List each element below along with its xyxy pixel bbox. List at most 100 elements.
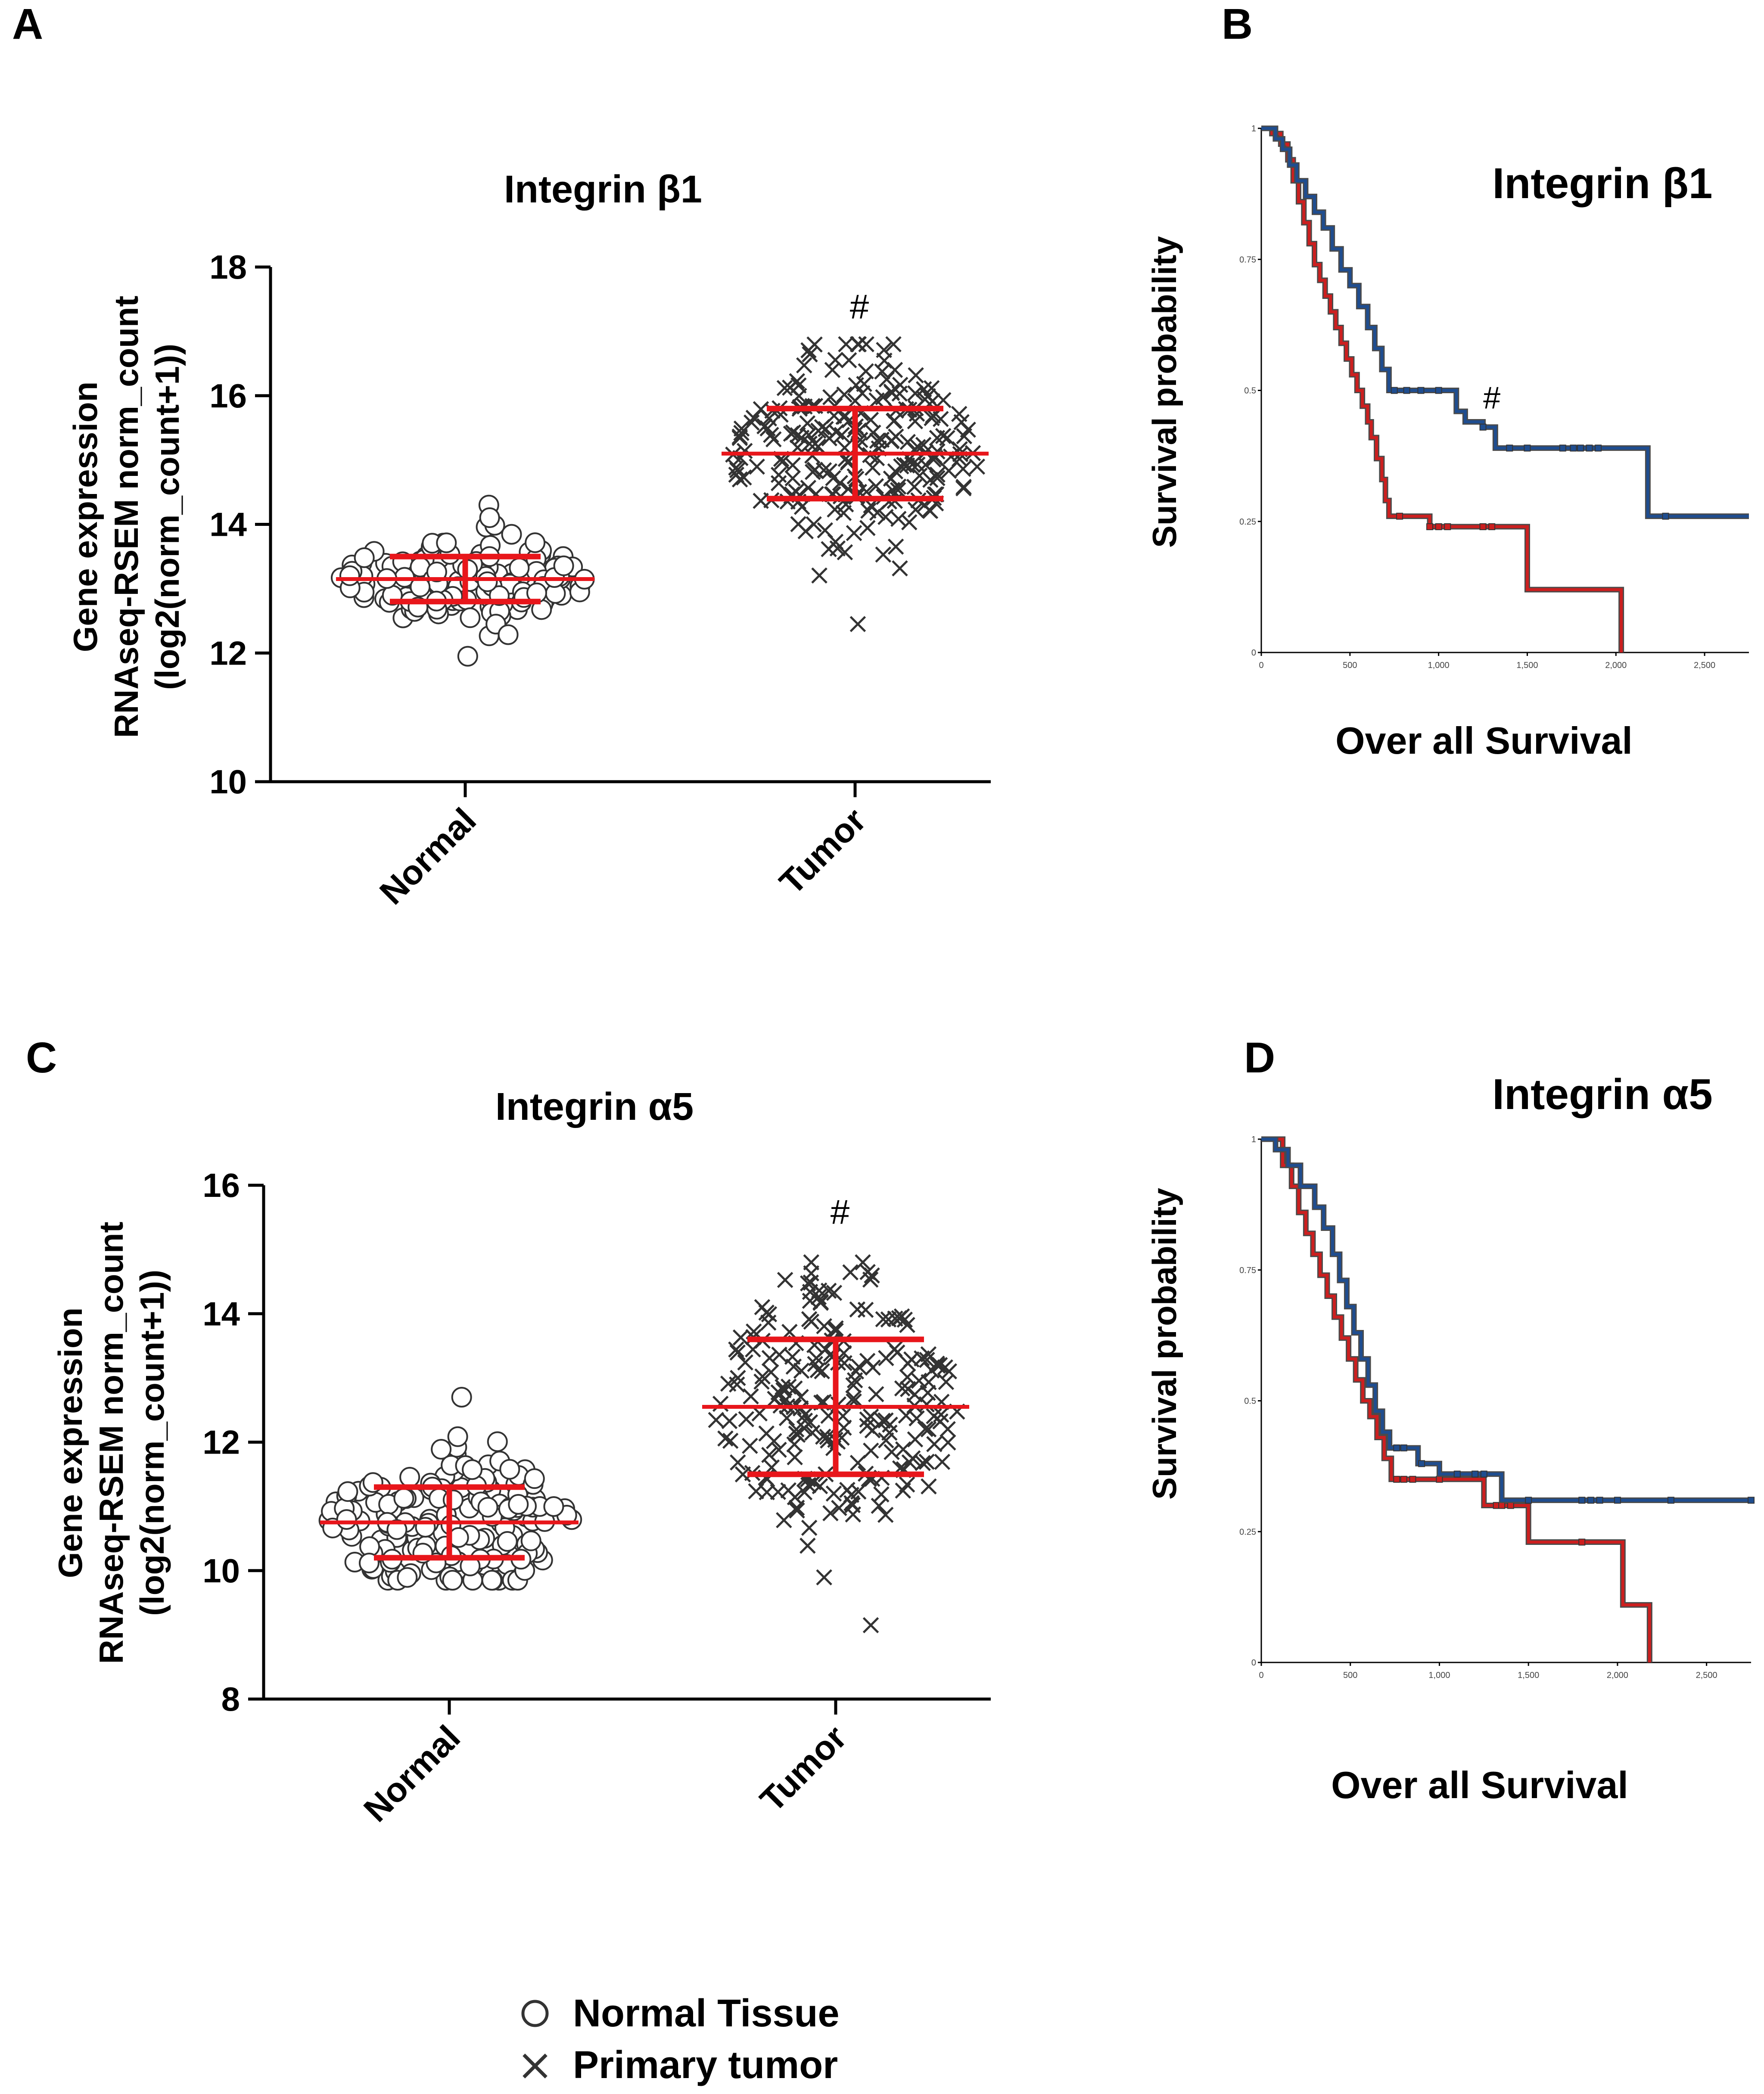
censor-mark-high <box>1577 444 1584 452</box>
data-point-tumor <box>712 1395 729 1412</box>
y-tick-label: 1 <box>1251 1135 1256 1144</box>
panel-label-a: A <box>12 0 43 48</box>
data-point-tumor <box>901 514 918 531</box>
censor-mark-low <box>1578 1538 1586 1546</box>
data-point-tumor <box>908 1410 925 1426</box>
data-point-tumor <box>940 1434 956 1451</box>
y-tick-label: 1 <box>1251 124 1256 134</box>
chart-title: Integrin α5 <box>495 1085 694 1128</box>
data-point-tumor <box>899 1317 915 1333</box>
data-point-tumor <box>851 1358 867 1375</box>
x-tick-label: 500 <box>1343 661 1357 670</box>
data-point-tumor <box>728 459 744 476</box>
data-point-tumor <box>846 525 862 541</box>
y-axis-label: Survival probability <box>1145 1188 1183 1500</box>
data-point-tumor <box>820 1283 837 1299</box>
data-point-tumor <box>731 430 748 446</box>
data-point-tumor <box>850 336 867 353</box>
data-point-tumor <box>951 406 968 422</box>
data-point-tumor <box>811 567 828 584</box>
data-point-tumor <box>835 505 852 521</box>
y-tick-label: 10 <box>202 1552 240 1590</box>
data-point-normal <box>336 1509 357 1530</box>
data-point-tumor <box>845 1390 862 1406</box>
data-point-normal <box>337 1481 358 1502</box>
data-point-normal <box>543 1496 564 1517</box>
data-point-tumor <box>743 1388 759 1404</box>
data-point-tumor <box>759 420 776 437</box>
data-point-tumor <box>749 458 765 475</box>
y-tick-label: 8 <box>221 1680 240 1718</box>
data-point-tumor <box>917 391 933 408</box>
data-point-normal <box>498 624 519 645</box>
data-point-normal <box>477 1497 498 1518</box>
data-point-tumor <box>828 1323 844 1339</box>
data-point-tumor <box>721 1413 738 1429</box>
data-point-tumor <box>934 1454 951 1470</box>
data-point-tumor <box>919 1351 935 1368</box>
data-point-tumor <box>860 502 877 519</box>
data-point-tumor <box>895 1441 912 1457</box>
data-point-tumor <box>771 1442 787 1458</box>
legend-tumor-label: Primary tumor <box>573 2044 838 2087</box>
censor-mark-high <box>1570 444 1577 452</box>
data-point-tumor <box>746 1323 762 1340</box>
data-point-tumor <box>742 1438 758 1454</box>
data-point-tumor <box>883 383 900 400</box>
censor-mark-low <box>1426 523 1434 530</box>
data-point-normal <box>442 1489 464 1510</box>
censor-mark-high <box>1418 1460 1425 1467</box>
scatter-chart-integrin-a5: Integrin α5 Gene expression RNAseq-RSEM … <box>51 1085 991 1829</box>
data-point-tumor <box>803 1313 820 1330</box>
data-point-normal <box>426 561 447 582</box>
censor-mark-low <box>1400 1476 1407 1483</box>
survival-curve-high <box>1261 1137 1751 1502</box>
data-point-tumor <box>761 1350 778 1366</box>
legend-x-marker <box>523 2054 548 2078</box>
data-point-tumor <box>790 427 806 444</box>
data-point-tumor <box>868 478 884 494</box>
censor-mark-high <box>1559 444 1566 452</box>
data-point-tumor <box>737 1354 753 1371</box>
data-point-tumor <box>777 1272 793 1288</box>
censor-mark-high <box>1748 1497 1755 1504</box>
data-point-tumor <box>826 1285 843 1301</box>
km-chart-integrin-b1: Integrin β1 Survival probability Over al… <box>1145 124 1749 762</box>
data-point-tumor <box>810 1289 827 1305</box>
data-point-tumor <box>864 1267 880 1284</box>
data-point-tumor <box>799 415 816 432</box>
data-point-tumor <box>855 1254 871 1271</box>
data-point-tumor <box>884 432 900 449</box>
data-point-tumor <box>969 458 986 475</box>
x-tick-label: 0 <box>1259 1671 1263 1680</box>
data-point-tumor <box>834 427 850 443</box>
y-tick-label: 0.5 <box>1244 386 1256 396</box>
data-point-tumor <box>890 482 906 498</box>
data-point-tumor <box>865 424 881 441</box>
data-point-tumor <box>753 1373 770 1390</box>
chart-title: Integrin β1 <box>1492 159 1712 208</box>
data-point-normal <box>447 1426 468 1447</box>
y-tick-label: 12 <box>202 1423 240 1461</box>
data-point-normal <box>481 1570 502 1591</box>
censor-mark-high <box>1480 1470 1487 1478</box>
data-point-tumor <box>895 1482 911 1499</box>
data-point-tumor <box>901 1454 918 1471</box>
y-tick-label: 0 <box>1251 1658 1256 1668</box>
data-point-tumor <box>917 1421 933 1437</box>
data-point-tumor <box>796 357 812 374</box>
data-point-tumor <box>797 1406 813 1423</box>
data-point-tumor <box>770 475 787 491</box>
data-point-tumor <box>827 352 843 368</box>
data-point-tumor <box>845 1377 862 1394</box>
data-point-tumor <box>955 480 972 497</box>
data-point-tumor <box>730 1454 746 1471</box>
censor-mark-high <box>1393 1444 1400 1451</box>
x-tick-label: 1,000 <box>1428 1671 1450 1680</box>
censor-mark-high <box>1667 1497 1674 1504</box>
data-point-normal <box>436 532 457 553</box>
data-point-tumor <box>884 482 901 498</box>
significance-marker: # <box>831 1193 850 1231</box>
censor-mark-high <box>1506 444 1513 452</box>
data-point-tumor <box>885 336 902 353</box>
